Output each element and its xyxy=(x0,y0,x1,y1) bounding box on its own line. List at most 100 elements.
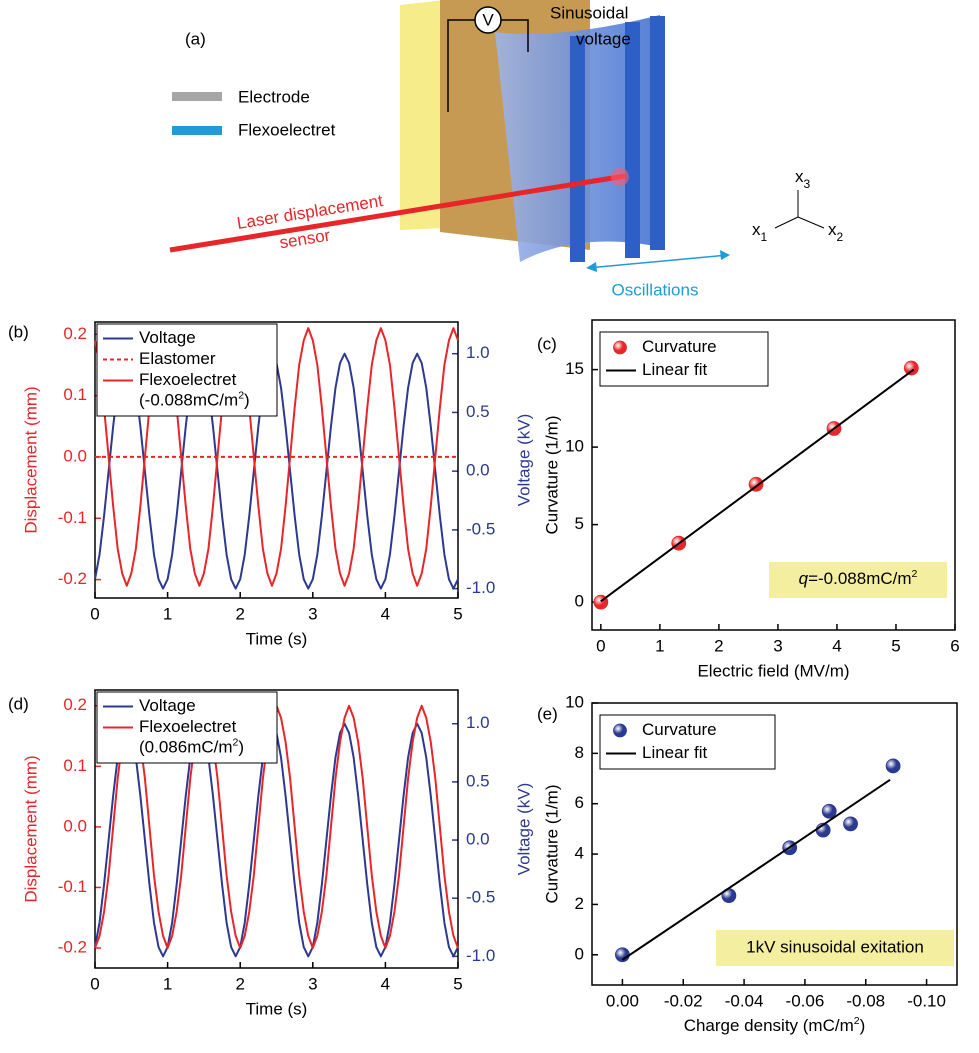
y-tick-label: 0.0 xyxy=(63,816,87,835)
flexoelectret-swatch xyxy=(172,126,222,135)
axis-label: x3 xyxy=(795,167,811,191)
film-edge xyxy=(570,36,585,262)
voltmeter xyxy=(474,6,502,34)
y-tick-label: -0.1 xyxy=(58,508,87,527)
legend-note: (-0.088mC/m2) xyxy=(139,389,250,410)
axis-label: x2 xyxy=(828,220,844,244)
film-edge xyxy=(650,16,665,250)
panel-label: (b) xyxy=(8,322,29,341)
legend-label: Voltage xyxy=(139,696,196,715)
arrow-head xyxy=(720,250,730,260)
x-tick-label: 6 xyxy=(950,636,959,655)
x-tick-label: 0 xyxy=(90,604,99,623)
text-part: ) xyxy=(238,738,244,757)
annotation: q=-0.088mC/m2 xyxy=(799,568,918,589)
text-part: ) xyxy=(244,391,250,410)
y-tick-label: -0.1 xyxy=(58,877,87,896)
text-part: =-0.088mC/m xyxy=(808,569,911,588)
legend-marker xyxy=(613,723,627,738)
axis-index: 1 xyxy=(761,230,768,244)
voltmeter-label: V xyxy=(482,10,494,29)
electrode-swatch xyxy=(172,92,222,101)
x-tick-label: 1 xyxy=(163,974,172,993)
y-tick-label: 4 xyxy=(575,844,584,863)
y-tick-label: -0.2 xyxy=(58,569,87,588)
x-tick-label: 0.00 xyxy=(606,991,639,1010)
x-tick-label: 2 xyxy=(235,974,244,993)
x-axis-label: Time (s) xyxy=(246,999,308,1018)
y-tick-label: 0.0 xyxy=(63,446,87,465)
annotation-box xyxy=(769,562,947,598)
legend-label: Electrode xyxy=(238,87,310,106)
y-tick-label: 8 xyxy=(575,743,584,762)
x-axis-label: Electric field (MV/m) xyxy=(697,661,849,680)
axis-symbol: x xyxy=(752,220,761,239)
y-tick-label: 1.0 xyxy=(466,343,490,362)
y-tick-label: -0.5 xyxy=(466,888,495,907)
x-tick-label: -0.04 xyxy=(725,991,764,1010)
x-tick-label: 5 xyxy=(453,604,462,623)
x-tick-label: 5 xyxy=(891,636,900,655)
y-tick-label: 0.5 xyxy=(466,402,490,421)
annotation: 1kV sinusoidal exitation xyxy=(746,937,924,956)
y-tick-label: 10 xyxy=(565,692,584,711)
panel-label: (c) xyxy=(537,334,557,353)
laser-beam xyxy=(169,173,626,253)
y-axis-label: Displacement (mm) xyxy=(21,755,40,902)
x-tick-label: 4 xyxy=(381,974,390,993)
x-tick-label: 1 xyxy=(163,604,172,623)
x-tick-label: 3 xyxy=(773,636,782,655)
x-tick-label: 4 xyxy=(381,604,390,623)
y-axis-label: Curvature (1/m) xyxy=(542,784,561,903)
panel-label: (d) xyxy=(8,694,29,713)
oscillation-label: Oscillations xyxy=(612,280,699,299)
legend-label: Elastomer xyxy=(139,349,216,368)
x-tick-label: 3 xyxy=(308,604,317,623)
superscript: 2 xyxy=(238,389,244,401)
y-tick-label: 0.0 xyxy=(466,830,490,849)
axis-symbol: x xyxy=(828,220,837,239)
y-tick-label: 2 xyxy=(575,894,584,913)
y-tick-label: 0.1 xyxy=(63,756,87,775)
axis-x2 xyxy=(797,216,825,229)
x-tick-label: 1 xyxy=(655,636,664,655)
text-part: q xyxy=(799,569,809,588)
data-point xyxy=(885,758,901,774)
series-line xyxy=(600,368,915,603)
x-tick-label: -0.06 xyxy=(786,991,825,1010)
y-tick-label: 0.2 xyxy=(63,695,87,714)
annotation-box xyxy=(716,930,954,966)
legend-label: Voltage xyxy=(139,328,196,347)
legend-note: (0.086mC/m2) xyxy=(139,736,244,757)
data-point xyxy=(903,360,919,376)
y-tick-label: 10 xyxy=(565,437,584,456)
wire xyxy=(447,19,475,112)
legend-label: Flexoelectret xyxy=(139,717,237,736)
support-block xyxy=(400,0,445,230)
x-tick-label: -0.10 xyxy=(907,991,946,1010)
y-tick-label: 15 xyxy=(565,359,584,378)
y-tick-label: 1.0 xyxy=(466,713,490,732)
y2-axis-label: Voltage (kV) xyxy=(514,783,533,876)
x-tick-label: -0.08 xyxy=(846,991,885,1010)
data-point xyxy=(843,816,858,832)
legend-label: Curvature xyxy=(642,337,717,356)
y-tick-label: -0.2 xyxy=(58,937,87,956)
superscript: 2 xyxy=(854,1015,860,1027)
y-tick-label: -1.0 xyxy=(466,578,495,597)
text-part: (0.086mC/m xyxy=(139,738,233,757)
text-part: ) xyxy=(860,1016,866,1035)
text-part: (-0.088mC/m xyxy=(139,391,238,410)
panel-label: (a) xyxy=(185,29,206,48)
y-tick-label: -1.0 xyxy=(466,946,495,965)
wire xyxy=(501,19,529,52)
plot-frame xyxy=(94,689,459,969)
y-tick-label: 6 xyxy=(575,793,584,812)
legend-label: Flexoelectret xyxy=(238,120,336,139)
legend-label: Linear fit xyxy=(642,743,707,762)
legend-marker xyxy=(613,340,627,355)
oscillation-arrow xyxy=(587,254,729,269)
